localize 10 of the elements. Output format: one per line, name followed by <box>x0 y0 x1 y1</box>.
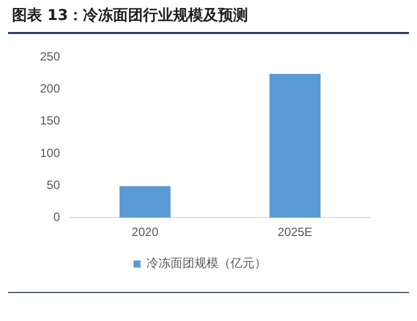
legend-label: 冷冻面团规模（亿元） <box>146 256 266 270</box>
y-tick-label: 250 <box>40 50 60 64</box>
x-tick-label: 2020 <box>132 225 159 240</box>
y-tick-label: 0 <box>53 210 60 224</box>
y-tick-label: 50 <box>46 178 60 192</box>
y-tick-label: 150 <box>40 114 60 128</box>
chart-title: 图表 13：冷冻面团行业规模及预测 <box>12 6 248 25</box>
y-tick-label: 100 <box>40 146 60 160</box>
x-tick-label: 2025E <box>278 225 312 240</box>
y-tick-label: 200 <box>40 82 60 96</box>
